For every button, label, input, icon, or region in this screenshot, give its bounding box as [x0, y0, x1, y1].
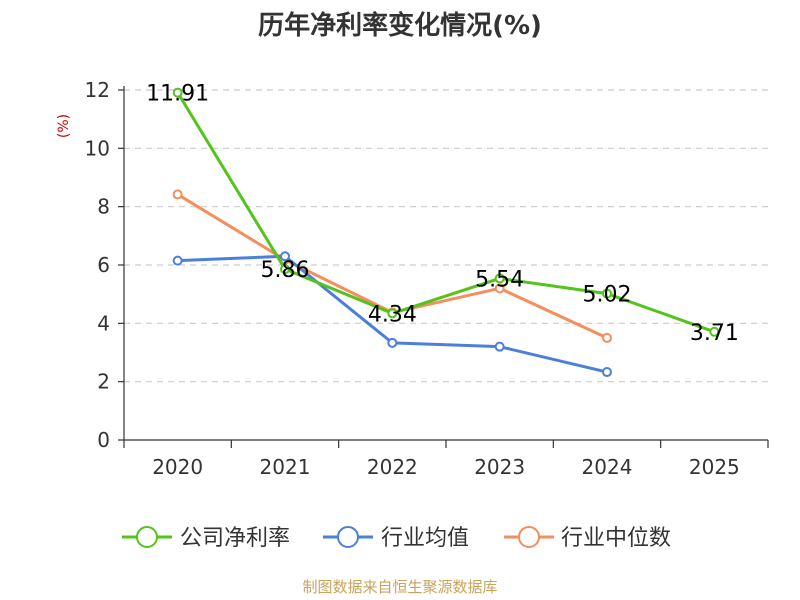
data-point — [172, 87, 183, 98]
data-point — [387, 337, 398, 348]
grid-lines — [124, 89, 768, 383]
x-tick-label: 2023 — [474, 455, 525, 479]
x-tick-label: 2021 — [260, 455, 311, 479]
data-label: 4.34 — [368, 302, 417, 327]
x-tick-label: 2024 — [582, 455, 633, 479]
legend-marker — [518, 526, 540, 548]
legend-marker — [136, 526, 158, 548]
y-tick-label: 12 — [85, 78, 110, 102]
legend: 公司净利率 行业均值 行业中位数 — [122, 526, 671, 551]
data-label: 3.71 — [690, 321, 739, 346]
y-tick-label: 6 — [97, 253, 110, 277]
data-label: 5.54 — [475, 267, 524, 292]
data-point — [494, 283, 505, 294]
source-note: 制图数据来自恒生聚源数据库 — [302, 578, 497, 596]
legend-label: 行业均值 — [381, 526, 469, 551]
axes: 0 2 4 6 8 10 12 2020 2021 2022 2023 2024 2025 — [85, 78, 769, 479]
y-tick-label: 4 — [97, 311, 110, 335]
legend-label: 行业中位数 — [561, 526, 671, 551]
chart-title: 历年净利率变化情况(%) — [258, 10, 542, 41]
y-axis-label: (%) — [56, 114, 72, 138]
y-tick-label: 8 — [97, 195, 110, 219]
legend-label: 公司净利率 — [180, 526, 290, 551]
data-point — [387, 308, 398, 319]
data-label: 5.86 — [261, 258, 310, 283]
data-point — [709, 326, 720, 337]
data-point — [280, 264, 290, 275]
y-tick-label: 2 — [97, 370, 110, 394]
data-labels: 11.91 5.86 4.34 5.54 5.02 3.71 — [146, 82, 739, 346]
x-tick-label: 2025 — [689, 455, 740, 479]
data-label: 5.02 — [583, 283, 632, 308]
data-point — [172, 189, 183, 200]
data-point — [172, 255, 183, 266]
y-tick-label: 0 — [97, 428, 110, 452]
data-point — [602, 288, 612, 299]
series-line — [176, 91, 715, 334]
data-point — [494, 341, 505, 352]
data-label: 11.91 — [146, 82, 209, 107]
series-group — [172, 87, 720, 378]
legend-marker — [337, 526, 359, 548]
data-point — [280, 251, 290, 262]
y-tick-label: 10 — [85, 136, 110, 160]
x-tick-label: 2020 — [152, 455, 203, 479]
data-point — [602, 367, 612, 378]
data-point — [602, 332, 612, 343]
data-point — [494, 273, 505, 284]
x-tick-label: 2022 — [367, 455, 418, 479]
